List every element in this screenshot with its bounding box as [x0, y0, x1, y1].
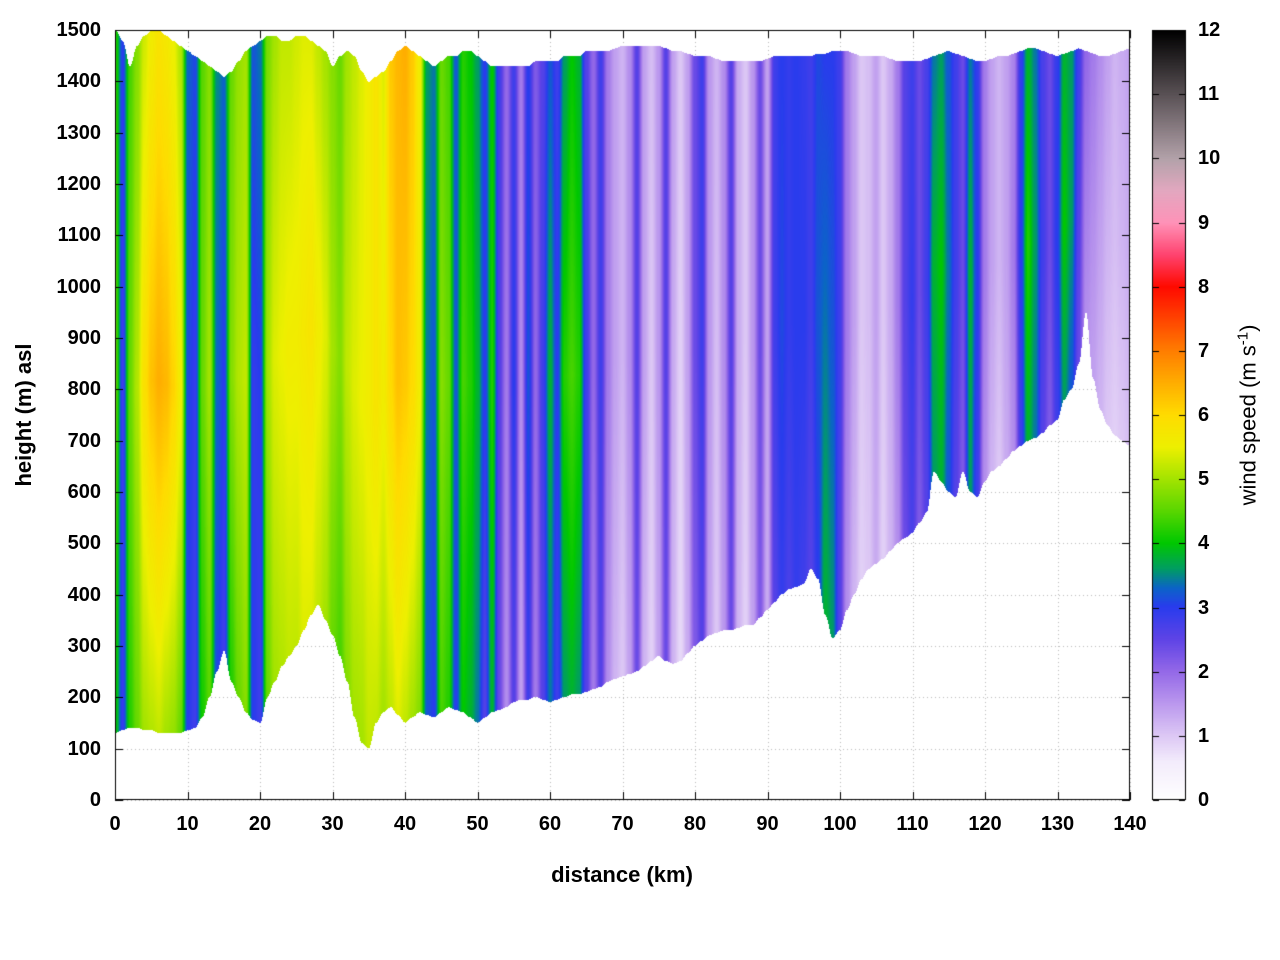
x-axis-label: distance (km): [551, 862, 693, 887]
colorbar-label-text: wind speed (m s: [1235, 345, 1261, 506]
colorbar-label: wind speed (m s-1): [1234, 325, 1261, 506]
colorbar-label-close: ): [1235, 324, 1261, 332]
colorbar-label-superscript: -1: [1234, 331, 1252, 346]
y-axis-label: height (m) asl: [11, 343, 36, 487]
